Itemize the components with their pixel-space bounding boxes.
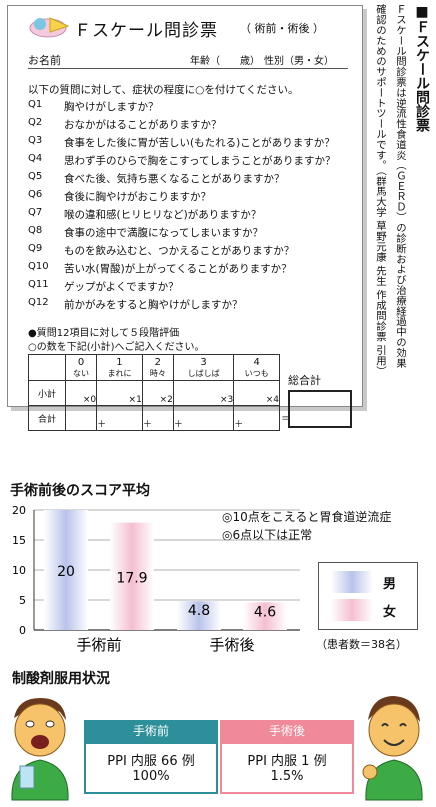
question-item: Q4 思わず手のひらで胸をこすってしまうことがありますか？ <box>28 153 336 167</box>
grand-total-label: 総合計 <box>288 374 321 387</box>
chart-note: ◎6点以下は正常 <box>222 528 313 542</box>
plus-sign: ＋ <box>172 405 235 431</box>
age-label: 年齢（ 歳） <box>190 56 260 67</box>
instruction-text: 以下の質問に対して、症状の程度に○を付けてください。 <box>28 84 299 96</box>
scale-header: 3 しばしば <box>172 354 235 381</box>
bar <box>110 522 154 630</box>
plus-sign: ＋ <box>141 405 174 431</box>
side-caption-heading: ■Ｆスケール問診票 <box>414 4 430 132</box>
name-underline <box>28 68 348 69</box>
bar-value-label: 20 <box>57 564 75 580</box>
y-tick-label: 20 <box>12 504 26 517</box>
chart-title: 手術前後のスコア平均 <box>10 483 150 499</box>
x-category-label: 手術前 <box>76 636 121 654</box>
score-table: 0 ない 1 まれに 2 時々 3 しばしば 4 いつも 小計 ×0 ×1 ×2 ×3 ×… <box>28 354 280 431</box>
patient-before-illustration <box>11 698 69 801</box>
eval-instruction: ○の数を下記(小計)へご記入ください。 <box>28 342 205 353</box>
scale-header: 1 まれに <box>96 354 143 381</box>
question-item: Q2 おなかがはることがありますか？ <box>28 117 222 131</box>
x-category-label: 手術後 <box>209 636 254 654</box>
patient-count: （患者数＝38名） <box>316 638 407 651</box>
scale-header: 2 時々 <box>141 354 174 381</box>
question-item: Q3 食事をした後に胃が苦しい(もたれる)ことがありますか？ <box>28 135 335 149</box>
plus-sign: ＋ <box>233 405 280 431</box>
bar-value-label: 4.8 <box>188 603 210 619</box>
name-label: お名前 <box>28 54 61 67</box>
equals-sign: ＝ <box>281 414 291 425</box>
question-item: Q12 前かがみをすると胸やけがしますか？ <box>28 297 243 311</box>
legend-swatch <box>331 599 373 621</box>
subtotal-cell[interactable]: ×2 <box>141 380 174 406</box>
medication-title: 制酸剤服用状況 <box>12 671 110 687</box>
legend-swatch <box>331 571 373 593</box>
side-caption: ■Ｆスケール問診票 Ｆスケール問診票は逆流性食道炎（ＧＥＲＤ）の診断および治療経… <box>364 4 432 404</box>
medication-before-panel: 手術前 PPI 内服 66 例 100% <box>84 720 218 794</box>
panel-header: 手術後 <box>220 720 354 742</box>
side-caption-line: 確認のためのサポートツールです。（群馬大学 草野元康 先生 作成問診票 引用） <box>374 4 386 377</box>
scale-header: 4 いつも <box>233 354 280 381</box>
question-item: Q10 苦い水(胃酸)が上がってくることがありますか？ <box>28 261 292 275</box>
chart-legend: 男 女 <box>318 562 418 630</box>
medication-after-panel: 手術後 PPI 内服 1 例 1.5% <box>220 720 354 794</box>
panel-value: PPI 内服 1 例 <box>247 754 327 769</box>
legend-label: 女 <box>383 605 397 620</box>
y-tick-label: 0 <box>19 624 26 637</box>
question-item: Q5 食べた後、気持ち悪くなることがありますか？ <box>28 171 285 185</box>
panel-header: 手術前 <box>84 720 218 742</box>
bar-value-label: 17.9 <box>116 570 147 586</box>
eval-note: ●質問12項目に対して５段階評価 <box>28 328 180 339</box>
question-item: Q8 食事の途中で満腹になってしまいますか？ <box>28 225 263 239</box>
patient-after-illustration <box>362 696 423 801</box>
y-tick-label: 10 <box>12 564 26 577</box>
questionnaire-title: Ｆスケール問診票 <box>74 21 218 41</box>
total-label: 合計 <box>28 405 66 431</box>
plus-sign: ＋ <box>96 405 143 431</box>
question-item: Q11 ゲップがよくでますか？ <box>28 279 179 293</box>
bar-value-label: 4.6 <box>254 604 276 620</box>
question-item: Q7 喉の違和感(ヒリヒリなど)がありますか？ <box>28 207 262 221</box>
logo-icon <box>29 17 70 38</box>
legend-label: 男 <box>383 577 397 592</box>
question-item: Q6 食後に胸やけがおこりますか？ <box>28 189 211 203</box>
question-item: Q9 ものを飲み込むと、つかえることがありますか？ <box>28 243 295 257</box>
chart-note: ◎10点をこえると胃食道逆流症 <box>222 510 392 524</box>
panel-percent: 1.5% <box>270 769 304 784</box>
panel-value: PPI 内服 66 例 <box>107 754 195 769</box>
pre-post-label: （ 術前・術後 ） <box>240 22 324 35</box>
subtotal-cell[interactable]: ×0 <box>64 380 98 406</box>
subtotal-label: 小計 <box>28 380 66 406</box>
subtotal-cell[interactable]: ×3 <box>172 380 235 406</box>
bar <box>44 510 88 630</box>
subtotal-cell[interactable]: ×1 <box>96 380 143 406</box>
f-scale-questionnaire: Ｆスケール問診票 （ 術前・術後 ） お名前 年齢（ 歳） 性別（男・女） 以下… <box>7 5 363 431</box>
scale-header: 0 ない <box>64 354 98 381</box>
bar <box>177 601 221 630</box>
total-cell[interactable] <box>64 405 98 431</box>
question-list: Q1 胸やけがしますか？ Q2 おなかがはることがありますか？ Q3 食事をした後に胃… <box>28 99 358 315</box>
subtotal-cell[interactable]: ×4 <box>233 380 280 406</box>
grand-total-box[interactable] <box>288 390 352 428</box>
panel-percent: 100% <box>132 769 170 784</box>
bar <box>243 602 287 630</box>
y-tick-label: 5 <box>19 594 26 607</box>
question-item: Q1 胸やけがしますか？ <box>28 99 159 113</box>
side-caption-line: Ｆスケール問診票は逆流性食道炎（ＧＥＲＤ）の診断および治療経過中の効果 <box>394 4 406 368</box>
y-tick-label: 15 <box>12 534 26 547</box>
sex-label: 性別（男・女） <box>264 56 334 67</box>
